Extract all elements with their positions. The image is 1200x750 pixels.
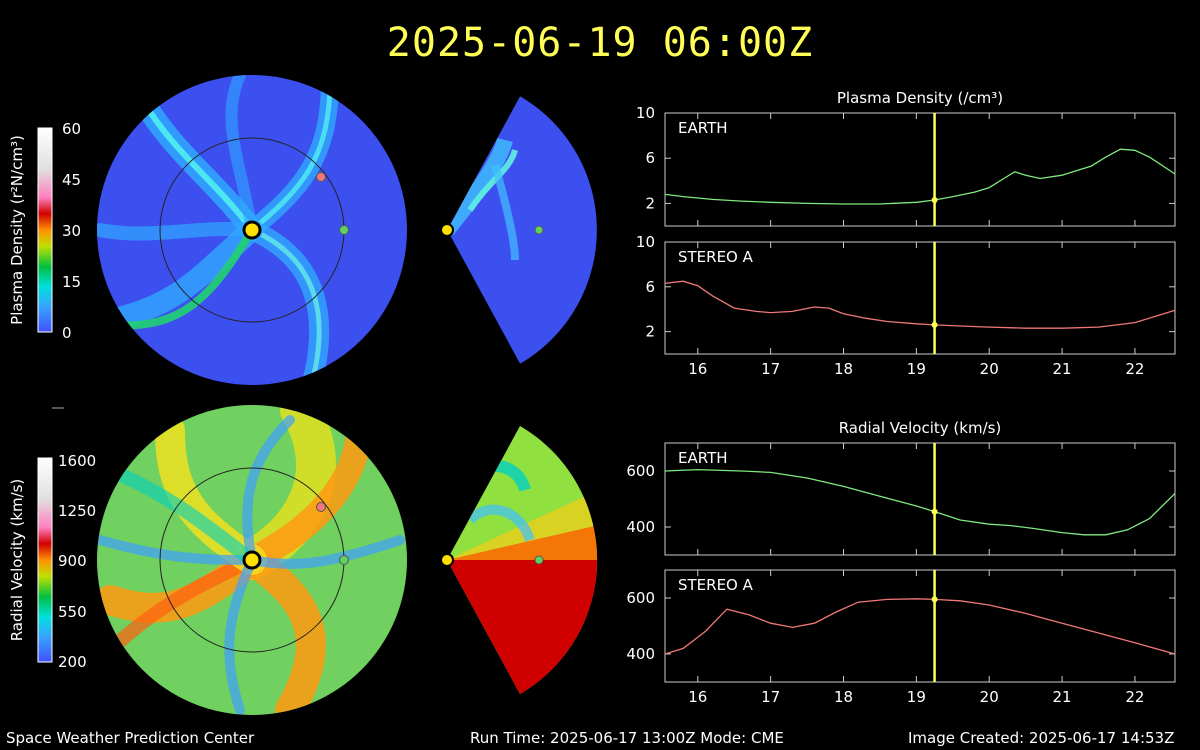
y-tick-label: 10 xyxy=(636,233,655,251)
x-tick-label: 19 xyxy=(907,688,926,706)
velocity-tick: 900 xyxy=(58,552,87,570)
y-tick-label: 10 xyxy=(636,104,655,122)
cursor-point xyxy=(931,596,938,603)
x-tick-label: 17 xyxy=(761,688,780,706)
sun-marker xyxy=(242,550,262,570)
panel-label: EARTH xyxy=(678,449,728,467)
velocity-tick: 1250 xyxy=(58,502,96,520)
cursor-point xyxy=(931,321,938,328)
y-tick-label: 400 xyxy=(626,518,655,536)
cursor-point xyxy=(931,197,938,204)
earth-marker xyxy=(339,225,349,235)
plot-frame xyxy=(664,112,1176,227)
velocity-tick: 1600 xyxy=(58,452,96,470)
density-tick: 45 xyxy=(62,171,81,189)
panel-label: STEREO A xyxy=(678,248,754,266)
density-plot-title: Plasma Density (/cm³) xyxy=(837,89,1003,107)
x-tick-label: 17 xyxy=(761,360,780,378)
cursor-point xyxy=(931,508,938,515)
velocity-tick: 550 xyxy=(58,603,87,621)
x-tick-label: 19 xyxy=(907,360,926,378)
panel-label: STEREO A xyxy=(678,576,754,594)
x-tick-label: 16 xyxy=(688,688,707,706)
stereo-a-marker xyxy=(316,172,326,182)
x-tick-label: 18 xyxy=(834,360,853,378)
earth-marker xyxy=(534,555,544,565)
density-ecliptic-map xyxy=(97,75,407,385)
x-tick-label: 20 xyxy=(980,688,999,706)
earth-marker xyxy=(339,555,349,565)
velocity-stereo-a-panel: STEREO A 400 600 16 17 18 19 20 21 22 xyxy=(626,569,1176,706)
y-tick-label: 2 xyxy=(645,323,655,341)
x-tick-label: 16 xyxy=(688,360,707,378)
earth-marker xyxy=(534,225,544,235)
plot-frame xyxy=(664,442,1176,556)
y-tick-label: 600 xyxy=(626,462,655,480)
density-tick: 15 xyxy=(62,273,81,291)
footer-organization: Space Weather Prediction Center xyxy=(6,729,255,747)
density-colorbar-scale xyxy=(37,127,53,333)
series-line xyxy=(664,598,1176,655)
x-tick-label: 21 xyxy=(1053,360,1072,378)
y-tick-label: 400 xyxy=(626,645,655,663)
velocity-colorbar-scale xyxy=(37,457,53,663)
sun-marker xyxy=(440,223,454,237)
plot-frame xyxy=(664,241,1176,355)
y-tick-label: 6 xyxy=(645,149,655,167)
y-tick-label: 2 xyxy=(645,194,655,212)
velocity-plot-title: Radial Velocity (km/s) xyxy=(839,419,1002,437)
velocity-colorbar-label: Radial Velocity (km/s) xyxy=(8,479,26,642)
sun-marker xyxy=(440,553,454,567)
footer-image-created: Image Created: 2025-06-17 14:53Z xyxy=(908,729,1175,747)
density-meridional-map xyxy=(440,95,598,365)
series-line xyxy=(664,148,1176,205)
y-tick-label: 6 xyxy=(645,278,655,296)
series-line xyxy=(664,468,1176,536)
density-tick: 30 xyxy=(62,222,81,240)
velocity-earth-panel: EARTH 400 600 xyxy=(626,442,1176,556)
plot-frame xyxy=(664,569,1176,683)
footer-run-time: Run Time: 2025-06-17 13:00Z Mode: CME xyxy=(470,729,784,747)
panel-label: EARTH xyxy=(678,119,728,137)
x-tick-label: 22 xyxy=(1125,688,1144,706)
velocity-colorbar: Radial Velocity (km/s) 1600 1250 900 550… xyxy=(8,452,96,671)
sun-marker xyxy=(242,220,262,240)
density-stereo-a-panel: STEREO A 2 6 10 16 17 18 19 20 21 22 xyxy=(636,233,1176,378)
density-tick: 60 xyxy=(62,120,81,138)
density-colorbar: Plasma Density (r²N/cm³) 60 45 30 15 0 xyxy=(8,120,81,342)
x-tick-label: 20 xyxy=(980,360,999,378)
density-colorbar-label: Plasma Density (r²N/cm³) xyxy=(8,135,26,325)
density-earth-panel: EARTH 2 6 10 xyxy=(636,104,1176,227)
x-tick-label: 21 xyxy=(1053,688,1072,706)
stereo-a-marker xyxy=(316,502,326,512)
density-tick: 0 xyxy=(62,324,72,342)
velocity-meridional-map xyxy=(440,426,598,694)
y-tick-label: 600 xyxy=(626,589,655,607)
velocity-ecliptic-map xyxy=(97,405,407,715)
velocity-tick: 200 xyxy=(58,653,87,671)
x-tick-label: 22 xyxy=(1125,360,1144,378)
x-tick-label: 18 xyxy=(834,688,853,706)
model-time-header: 2025-06-19 06:00Z xyxy=(386,20,814,66)
series-line xyxy=(664,280,1176,329)
